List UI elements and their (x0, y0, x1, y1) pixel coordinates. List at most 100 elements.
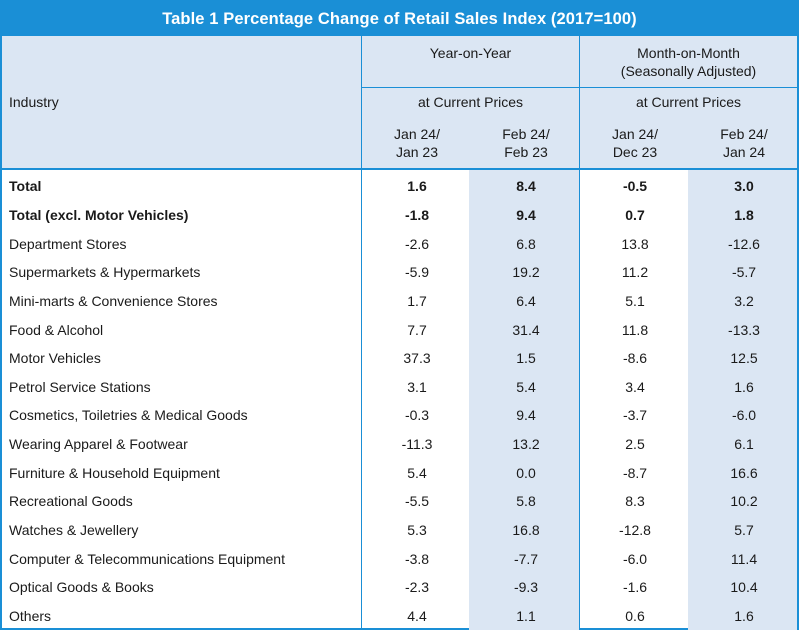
industry-cell: Motor Vehicles (9, 350, 101, 367)
industry-cell: Department Stores (9, 235, 127, 252)
industry-cell: Cosmetics, Toiletries & Medical Goods (9, 407, 248, 424)
value-cell: -2.3 (404, 579, 430, 596)
header-month-on-month: Month-on-Month (637, 45, 740, 61)
value-cell: 8.4 (516, 178, 536, 195)
value-cell: 2.5 (625, 436, 645, 453)
col-header-3: Jan 24/Dec 23 (612, 126, 658, 160)
industry-cell: Total (9, 178, 42, 195)
table-row: Total 1.6 8.4 -0.5 3.0 (2, 172, 797, 201)
table-row: Watches & Jewellery 5.3 16.8 -12.8 5.7 (2, 516, 797, 545)
value-cell: 9.4 (516, 206, 536, 223)
value-cell: 1.7 (407, 292, 427, 309)
table-row: Wearing Apparel & Footwear -11.3 13.2 2.5 6.… (2, 430, 797, 459)
industry-cell: Food & Alcohol (9, 321, 104, 338)
table-row: Mini-marts & Convenience Stores 1.7 6.4 5.1… (2, 287, 797, 316)
value-cell: 19.2 (512, 264, 540, 281)
value-cell: 1.6 (407, 178, 427, 195)
industry-cell: Recreational Goods (9, 493, 133, 510)
table-row: Supermarkets & Hypermarkets -5.9 19.2 11.2 -… (2, 258, 797, 287)
value-cell: -3.7 (622, 407, 648, 424)
table-title: Table 1 Percentage Change of Retail Sale… (2, 2, 797, 36)
header-current-prices-mom: at Current Prices (635, 94, 742, 110)
table-row: Total (excl. Motor Vehicles) -1.8 9.4 0.7 1.… (2, 201, 797, 230)
table-row: Petrol Service Stations 3.1 5.4 3.4 1.6 (2, 373, 797, 402)
header-year-on-year: Year-on-Year (429, 45, 512, 61)
value-cell: -5.7 (731, 264, 757, 281)
value-cell: 7.7 (407, 321, 427, 338)
value-cell: 0.6 (625, 608, 645, 625)
value-cell: 3.2 (734, 292, 754, 309)
value-cell: 12.5 (730, 350, 758, 367)
industry-cell: Supermarkets & Hypermarkets (9, 264, 201, 281)
value-cell: 4.4 (407, 608, 427, 625)
value-cell: 1.5 (516, 350, 536, 367)
col-header-2: Feb 24/Feb 23 (502, 126, 550, 160)
value-cell: -5.9 (404, 264, 430, 281)
value-cell: -12.8 (619, 522, 651, 539)
value-cell: 8.3 (625, 493, 645, 510)
value-cell: -9.3 (513, 579, 539, 596)
value-cell: 11.2 (621, 264, 649, 281)
value-cell: 3.4 (625, 378, 645, 395)
value-cell: -12.6 (728, 235, 760, 252)
industry-cell: Computer & Telecommunications Equipment (9, 550, 285, 567)
value-cell: 1.1 (516, 608, 536, 625)
table-row: Others 4.4 1.1 0.6 1.6 (2, 602, 797, 630)
value-cell: 5.4 (516, 378, 536, 395)
value-cell: -7.7 (513, 550, 539, 567)
industry-cell: Furniture & Household Equipment (9, 464, 220, 481)
value-cell: -0.5 (622, 178, 648, 195)
table-row: Cosmetics, Toiletries & Medical Goods -0.… (2, 401, 797, 430)
value-cell: -3.8 (404, 550, 430, 567)
industry-cell: Optical Goods & Books (9, 579, 154, 596)
value-cell: -6.0 (731, 407, 757, 424)
value-cell: 16.8 (512, 522, 540, 539)
value-cell: 16.6 (730, 464, 758, 481)
value-cell: 6.1 (734, 436, 754, 453)
value-cell: -6.0 (622, 550, 648, 567)
industry-cell: Others (9, 608, 52, 625)
value-cell: 5.3 (407, 522, 427, 539)
header-seasonally-adjusted: (Seasonally Adjusted) (620, 63, 757, 79)
value-cell: 0.7 (625, 206, 645, 223)
table-row: Computer & Telecommunications Equipment -… (2, 544, 797, 573)
value-cell: 37.3 (403, 350, 431, 367)
header-industry: Industry (9, 94, 59, 110)
value-cell: 1.8 (734, 206, 754, 223)
table-row: Department Stores -2.6 6.8 13.8 -12.6 (2, 229, 797, 258)
value-cell: -1.8 (404, 206, 430, 223)
value-cell: 3.1 (407, 378, 427, 395)
value-cell: -5.5 (404, 493, 430, 510)
value-cell: 5.7 (734, 522, 754, 539)
value-cell: -13.3 (728, 321, 760, 338)
industry-cell: Wearing Apparel & Footwear (9, 436, 188, 453)
value-cell: -1.6 (622, 579, 648, 596)
value-cell: 13.8 (621, 235, 649, 252)
table-row: Motor Vehicles 37.3 1.5 -8.6 12.5 (2, 344, 797, 373)
value-cell: 5.1 (625, 292, 645, 309)
table-row: Optical Goods & Books -2.3 -9.3 -1.6 10.4 (2, 573, 797, 602)
value-cell: 6.8 (516, 235, 536, 252)
value-cell: 5.4 (407, 464, 427, 481)
value-cell: 5.8 (516, 493, 536, 510)
industry-cell: Watches & Jewellery (9, 522, 139, 539)
value-cell: -11.3 (401, 436, 433, 453)
col-header-4: Feb 24/Jan 24 (720, 126, 768, 160)
value-cell: 31.4 (512, 321, 540, 338)
value-cell: 6.4 (516, 292, 536, 309)
value-cell: 1.6 (734, 608, 754, 625)
table-row: Furniture & Household Equipment 5.4 0.0 -8.… (2, 459, 797, 488)
industry-cell: Mini-marts & Convenience Stores (9, 292, 218, 309)
value-cell: 10.4 (730, 579, 758, 596)
value-cell: 13.2 (512, 436, 540, 453)
value-cell: 9.4 (516, 407, 536, 424)
value-cell: 11.8 (621, 321, 649, 338)
table-header: Industry Year-on-Year Month-on-Month (Se… (2, 36, 797, 170)
value-cell: 0.0 (516, 464, 536, 481)
value-cell: -8.7 (622, 464, 648, 481)
value-cell: 3.0 (734, 178, 754, 195)
industry-cell: Total (excl. Motor Vehicles) (9, 206, 189, 223)
table-row: Food & Alcohol 7.7 31.4 11.8 -13.3 (2, 315, 797, 344)
value-cell: 10.2 (730, 493, 758, 510)
